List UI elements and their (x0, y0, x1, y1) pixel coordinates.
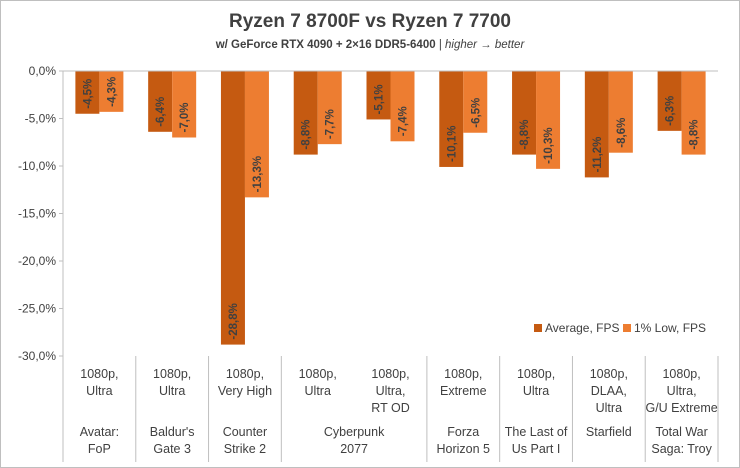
data-label: -6,3% (665, 96, 677, 126)
x-tick-label: 1080p, Ultra, G/U Extreme (645, 367, 717, 415)
subtitle-separator: | (435, 39, 446, 51)
game-label: The Last of Us Part I (505, 425, 568, 456)
x-tick-label: 1080p, Very High (218, 367, 272, 398)
chart-subtitle: w/ GeForce RTX 4090 + 2×16 DDR5-6400 | h… (0, 39, 740, 51)
y-tick-label: 0,0% (29, 64, 57, 78)
legend-label: Average, FPS (545, 321, 619, 335)
legend: Average, FPS 1% Low, FPS (534, 321, 706, 335)
x-tick-label: 1080p, Ultra (80, 367, 118, 398)
data-label: -4,3% (106, 77, 118, 107)
bars: -4,5% -6,4% -28,8% -8,8% -5,1% -10,1% -8,8% -11… (75, 71, 706, 345)
x-tick-label: 1080p, Ultra (517, 367, 555, 398)
legend-swatch (623, 324, 631, 332)
x-tick-label: 1080p, Ultra, RT OD (371, 367, 409, 415)
x-tick-label: 1080p, Ultra (153, 367, 191, 398)
game-label: Baldur's Gate 3 (150, 425, 195, 456)
bar (244, 71, 269, 198)
x-tick-label: 1080p, Extreme (440, 367, 487, 398)
data-label: -8,8% (689, 120, 701, 150)
game-label: Starfield (586, 425, 632, 439)
y-tick-label: -20,0% (18, 254, 56, 268)
game-label: Cyberpunk 2077 (324, 425, 385, 456)
data-label: -5,1% (374, 84, 386, 114)
game-label: Counter Strike 2 (223, 425, 267, 456)
y-tick-label: -10,0% (18, 159, 56, 173)
data-label: -11,2% (592, 137, 604, 173)
bar (584, 71, 609, 178)
bar (390, 71, 415, 142)
data-label: -7,7% (325, 109, 337, 139)
chart-title: Ryzen 7 8700F vs Ryzen 7 7700 (228, 11, 511, 32)
bar (366, 71, 391, 120)
y-tick-label: -30,0% (18, 349, 56, 363)
game-label: Avatar: FoP (80, 425, 119, 456)
bar (463, 71, 488, 133)
legend-label: 1% Low, FPS (634, 321, 706, 335)
x-axis: 1080p, Ultra 1080p, Ultra 1080p, Very High 108… (62, 70, 719, 462)
data-label: -6,5% (470, 98, 482, 128)
bar (148, 71, 173, 132)
subtitle-note: higher → better (445, 39, 525, 51)
data-label: -28,8% (228, 303, 240, 339)
data-label: -8,8% (301, 120, 313, 150)
bar (681, 71, 706, 155)
bar (172, 71, 197, 138)
y-tick-label: -15,0% (18, 207, 56, 221)
x-tick-label: 1080p, Ultra (299, 367, 337, 398)
y-tick-label: -5,0% (25, 112, 57, 126)
bar (608, 71, 633, 153)
x-tick-label: 1080p, DLAA, Ultra (590, 367, 628, 415)
bar (99, 71, 124, 112)
bar (512, 71, 537, 155)
data-label: -4,5% (82, 79, 94, 109)
y-tick-label: -25,0% (18, 302, 56, 316)
data-label: -10,3% (543, 127, 555, 163)
subtitle-main: w/ GeForce RTX 4090 + 2×16 DDR5-6400 (215, 39, 436, 51)
bar (220, 71, 245, 345)
game-label: Total War Saga: Troy (651, 425, 712, 456)
bar (317, 71, 342, 145)
y-axis: 0,0% -5,0% -10,0% -15,0% -20,0% -25,0% -30,0% (18, 64, 64, 363)
data-label: -10,1% (446, 126, 458, 162)
legend-swatch (534, 324, 542, 332)
data-label: -13,3% (252, 156, 264, 192)
bar (439, 71, 464, 167)
game-label: Forza Horizon 5 (437, 425, 491, 456)
data-label: -8,8% (519, 120, 531, 150)
data-label: -7,0% (179, 102, 191, 132)
data-label: -6,4% (155, 97, 167, 127)
bar (293, 71, 318, 155)
data-label: -8,6% (616, 118, 628, 148)
data-label: -7,4% (398, 106, 410, 136)
bar (536, 71, 561, 169)
bar (75, 71, 100, 114)
bar (657, 71, 682, 131)
